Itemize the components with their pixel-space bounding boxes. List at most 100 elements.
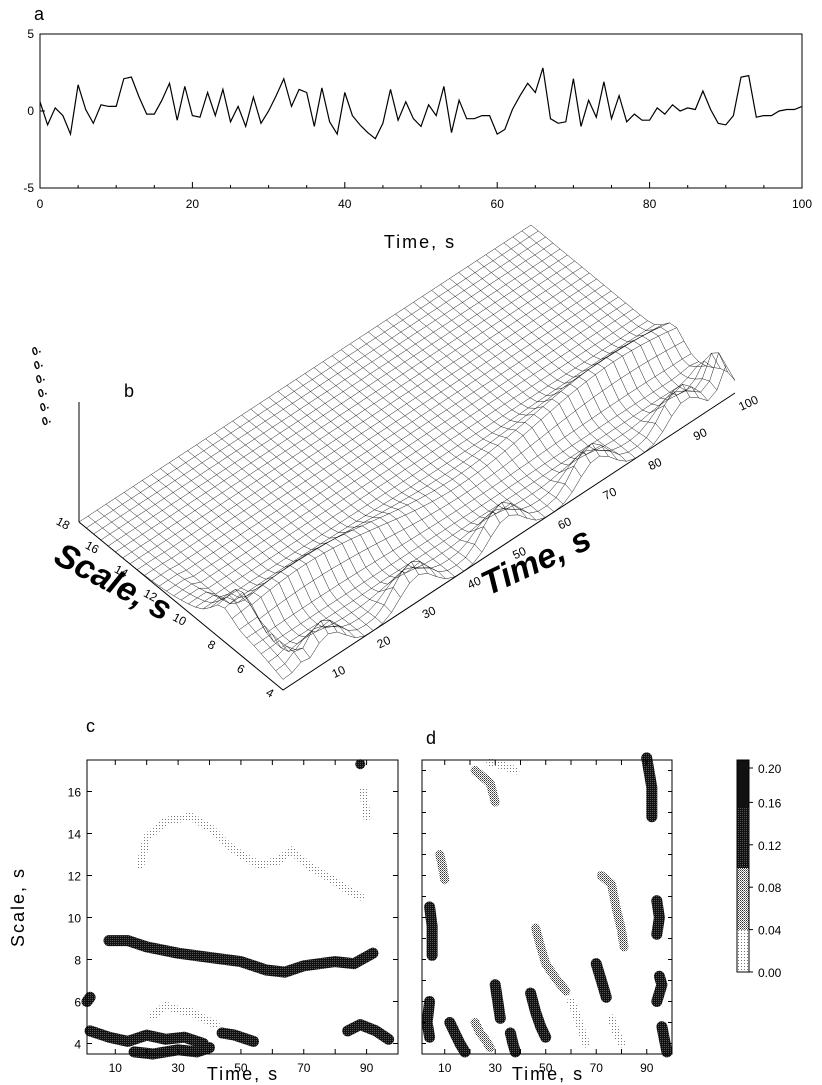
panel-d-ridges <box>421 752 673 1058</box>
d-xtick-label: 10 <box>438 1061 452 1075</box>
c-xtick-label: 70 <box>297 1061 311 1075</box>
b-time-tick-label: 10 <box>330 663 348 681</box>
b-mesh-lines <box>78 224 736 680</box>
ridge-band <box>470 1018 495 1053</box>
panel-c: c 4 6 8 10 12 14 16 10 30 50 70 90 Time, s Scale, … <box>8 716 399 1084</box>
b-ztick-label: 0. <box>38 400 52 415</box>
colorbar-tick-label: 0.04 <box>758 924 782 938</box>
colorbar-tick-label: 0.16 <box>758 796 782 810</box>
ridge-blob <box>355 759 366 770</box>
b-ztick-label: 0. <box>40 414 54 429</box>
ridge-band <box>128 1042 215 1060</box>
panel-d-frame <box>421 759 673 1055</box>
ridge-band <box>103 935 379 978</box>
b-time-tick-label: 80 <box>646 455 664 473</box>
ridge-band <box>590 958 612 1003</box>
panel-b-label: b <box>124 381 134 401</box>
colorbar-tick-label: 0.00 <box>758 966 782 980</box>
ridge-band <box>596 871 629 952</box>
ridge-band <box>651 895 665 940</box>
b-ztick-label: 0. <box>36 386 50 401</box>
b-time-tick-label: 40 <box>465 573 483 591</box>
panel-d-label: d <box>426 728 436 748</box>
a-ytick-label: 0 <box>27 104 34 118</box>
b-scale-tick-label: 18 <box>54 514 73 533</box>
ridge-band <box>651 970 668 1007</box>
d-xtick-label: 30 <box>489 1061 503 1075</box>
panel-a: a 50-5 0 20 40 60 80 100 Time, s <box>23 4 812 252</box>
panel-c-y-ticks: 4 6 8 10 12 14 16 <box>68 786 398 1052</box>
panel-b-time-axis-label: Time, s <box>475 520 597 604</box>
ridge-band <box>504 1027 521 1058</box>
panel-c-x-ticks: 10 30 50 70 90 <box>109 760 399 1075</box>
b-ztick-label: 0. <box>30 344 44 359</box>
ridge-band <box>607 1014 626 1048</box>
b-ztick-label: 0. <box>34 372 48 387</box>
ridge-band <box>136 812 365 901</box>
b-scale-tick-label: 16 <box>83 538 102 557</box>
c-xtick-label: 30 <box>171 1061 185 1075</box>
d-xtick-label: 90 <box>640 1061 654 1075</box>
panel-b-surface-mesh <box>78 224 736 691</box>
a-xtick-label: 100 <box>792 197 812 211</box>
colorbar-tick-label: 0.20 <box>758 762 782 776</box>
colorbar-band-low <box>737 930 749 972</box>
d-xtick-label: 50 <box>539 1061 553 1075</box>
ridge-band <box>84 1025 209 1049</box>
b-time-tick-label: 50 <box>510 544 528 562</box>
b-ztick-label: 0. <box>32 358 46 373</box>
b-time-tick-label: 90 <box>691 425 709 443</box>
ridge-band <box>531 923 571 996</box>
panel-a-label: a <box>34 4 45 24</box>
a-xtick-label: 40 <box>338 197 352 211</box>
ridge-band <box>149 1001 220 1029</box>
panel-d-x-label: Time, s <box>512 1064 584 1084</box>
c-xtick-label: 50 <box>234 1061 248 1075</box>
panel-a-frame <box>39 33 803 189</box>
ridge-band <box>444 1017 471 1058</box>
colorbar-ticks: 0.20 0.16 0.12 0.08 0.04 0.00 <box>749 762 782 980</box>
b-base-edge <box>78 392 736 691</box>
b-scale-tick-label: 4 <box>264 685 277 701</box>
colorbar-band-high <box>737 760 749 808</box>
ridge-band <box>424 901 438 961</box>
a-xtick-label: 0 <box>37 197 44 211</box>
c-ytick-label: 12 <box>68 870 82 884</box>
c-ytick-label: 16 <box>68 786 82 800</box>
colorbar-frame <box>736 759 750 973</box>
colorbar-band-mid <box>737 868 749 930</box>
a-xtick-label: 20 <box>186 197 200 211</box>
colorbar-band-mid-high <box>737 808 749 868</box>
c-ytick-label: 4 <box>74 1038 81 1052</box>
b-scale-tick-label: 10 <box>170 610 189 629</box>
ridge-band <box>359 787 371 821</box>
b-scale-tick-label: 6 <box>235 661 248 677</box>
ridge-band <box>435 850 450 885</box>
panel-b-z-ticks: 0.0.0.0.0.0. <box>30 344 54 429</box>
a-ytick-label: 5 <box>27 27 34 41</box>
c-ytick-label: 6 <box>74 996 81 1010</box>
b-time-tick-label: 70 <box>601 484 619 502</box>
ridge-band <box>342 1019 395 1045</box>
panel-c-x-label: Time, s <box>207 1064 279 1084</box>
panel-c-y-label: Scale, s <box>8 867 28 947</box>
ridge-band <box>656 1021 673 1058</box>
b-scale-tick-label: 8 <box>205 637 218 653</box>
d-xtick-label: 70 <box>590 1061 604 1075</box>
c-ytick-label: 8 <box>74 954 81 968</box>
ridge-band <box>641 752 658 823</box>
b-time-tick-label: 20 <box>375 633 393 651</box>
panel-a-y-ticks: 5 0 -5 <box>23 27 45 195</box>
panel-d: d 10 30 50 70 90 Time, s 0.20 0.16 0.12 0.08 0.0… <box>421 728 782 1084</box>
a-xtick-label: 80 <box>643 197 657 211</box>
ridge-band <box>421 996 436 1043</box>
b-time-tick-label: 60 <box>556 514 574 532</box>
ridge-band <box>525 987 552 1043</box>
ridge-band <box>470 766 500 807</box>
panel-c-ridges <box>81 759 395 1060</box>
b-scale-tick-label: 14 <box>112 562 131 581</box>
c-ytick-label: 14 <box>68 828 82 842</box>
colorbar-tick-label: 0.08 <box>758 881 782 895</box>
